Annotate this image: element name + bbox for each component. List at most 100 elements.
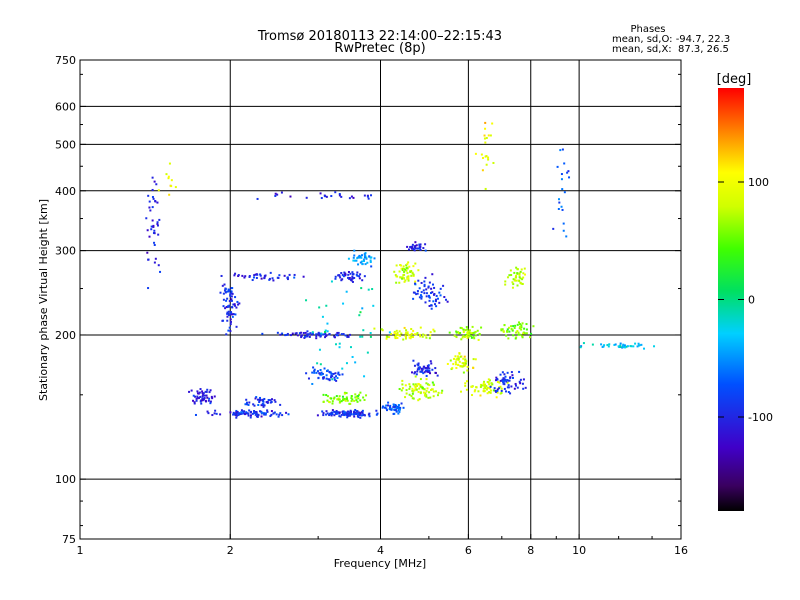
data-point	[511, 286, 514, 289]
data-point	[428, 370, 431, 373]
data-point	[515, 274, 518, 277]
data-point	[361, 260, 364, 263]
data-point	[507, 391, 510, 394]
data-point	[436, 394, 439, 397]
data-point	[274, 192, 277, 195]
data-point	[317, 331, 320, 334]
data-point	[394, 334, 397, 337]
data-point	[363, 398, 366, 401]
data-point	[418, 398, 421, 401]
data-point	[342, 398, 345, 401]
data-point	[393, 408, 396, 411]
data-point	[241, 274, 244, 277]
y-tick-label: 75	[62, 533, 76, 546]
data-point	[153, 241, 156, 244]
data-point	[318, 372, 321, 375]
data-point	[219, 413, 222, 416]
data-point	[336, 398, 339, 401]
phase-info-line1: mean, sd,O: -94.7, 22.3	[612, 34, 730, 45]
data-point	[268, 277, 271, 280]
data-point	[409, 271, 412, 274]
data-point	[201, 397, 204, 400]
data-point	[203, 394, 206, 397]
data-point	[505, 390, 508, 393]
data-point	[353, 276, 356, 279]
data-point	[462, 362, 465, 365]
data-point	[361, 335, 364, 338]
data-point	[226, 290, 229, 293]
data-point	[343, 392, 346, 395]
data-point	[248, 409, 251, 412]
data-point	[326, 395, 329, 398]
data-point	[410, 274, 413, 277]
data-point	[412, 248, 415, 251]
data-point	[221, 319, 224, 322]
data-point	[425, 288, 428, 291]
data-point	[500, 391, 503, 394]
data-point	[459, 331, 462, 334]
data-point	[254, 410, 257, 413]
data-point	[396, 407, 399, 410]
data-point	[439, 287, 442, 290]
data-point	[148, 235, 151, 238]
data-point	[415, 244, 418, 247]
data-point	[192, 399, 195, 402]
data-point	[422, 372, 425, 375]
data-point	[521, 336, 524, 339]
data-point	[351, 273, 354, 276]
data-point	[414, 244, 417, 247]
data-point	[352, 413, 355, 416]
data-point	[492, 389, 495, 392]
data-point	[479, 386, 482, 389]
data-point	[523, 332, 526, 335]
data-point	[401, 269, 404, 272]
data-point	[243, 276, 246, 279]
data-point	[258, 401, 261, 404]
data-point	[453, 357, 456, 360]
data-point	[402, 338, 405, 341]
data-point	[353, 411, 356, 414]
data-point	[227, 312, 230, 315]
data-point	[524, 273, 527, 276]
data-point	[152, 197, 155, 200]
data-point	[227, 329, 230, 332]
data-point	[413, 389, 416, 392]
data-point	[474, 330, 477, 333]
data-point	[359, 261, 362, 264]
data-point	[325, 394, 328, 397]
data-point	[256, 398, 259, 401]
data-point	[368, 415, 371, 418]
data-point	[324, 195, 327, 198]
data-point	[350, 410, 353, 413]
data-point	[566, 171, 569, 174]
data-point	[235, 413, 238, 416]
data-point	[560, 173, 563, 176]
data-point	[369, 260, 372, 263]
data-point	[226, 312, 229, 315]
data-point	[335, 375, 338, 378]
data-point	[269, 401, 272, 404]
data-point	[399, 406, 402, 409]
data-point	[417, 362, 420, 365]
data-point	[420, 295, 423, 298]
data-point	[266, 401, 269, 404]
data-point	[439, 294, 442, 297]
data-point	[167, 175, 170, 178]
data-point	[395, 405, 398, 408]
data-point	[193, 402, 196, 405]
data-point	[361, 412, 364, 415]
data-point	[496, 390, 499, 393]
data-point	[519, 270, 522, 273]
data-point	[619, 345, 622, 348]
data-point	[454, 361, 457, 364]
data-point	[510, 371, 513, 374]
data-point	[316, 414, 319, 417]
data-point	[304, 331, 307, 334]
data-point	[266, 409, 269, 412]
data-point	[355, 396, 358, 399]
data-point	[230, 295, 233, 298]
data-point	[412, 297, 415, 300]
data-point	[418, 287, 421, 290]
data-point	[403, 268, 406, 271]
data-point	[481, 156, 484, 159]
